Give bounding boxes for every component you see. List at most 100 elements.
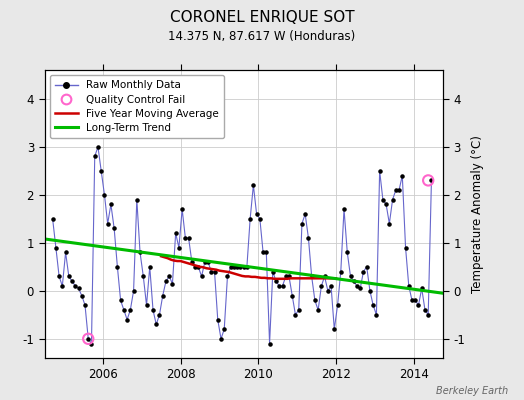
Point [210,268,219,275]
Point [55,273,63,280]
Point [168,280,177,287]
Point [107,201,115,208]
Point [64,273,73,280]
Point [269,268,277,275]
Point [249,182,258,188]
Text: CORONEL ENRIQUE SOT: CORONEL ENRIQUE SOT [170,10,354,25]
Text: 14.375 N, 87.617 W (Honduras): 14.375 N, 87.617 W (Honduras) [168,30,356,43]
Point [256,216,264,222]
Point [353,283,361,289]
Point [184,235,193,241]
Point [171,230,180,236]
Point [291,312,300,318]
Point [71,283,80,289]
Point [191,264,199,270]
Point [61,249,70,256]
Text: Berkeley Earth: Berkeley Earth [436,386,508,396]
Point [91,153,99,160]
Point [220,326,228,332]
Point [204,259,212,265]
Point [395,187,403,193]
Point [233,264,242,270]
Point [372,312,380,318]
Point [146,264,154,270]
Point [162,278,170,284]
Point [253,211,261,217]
Point [243,264,251,270]
Point [317,283,325,289]
Point [68,278,76,284]
Point [97,168,105,174]
Point [330,326,339,332]
Point [88,340,96,347]
Point [110,225,118,232]
Point [94,144,102,150]
Point [363,264,371,270]
Legend: Raw Monthly Data, Quality Control Fail, Five Year Moving Average, Long-Term Tren: Raw Monthly Data, Quality Control Fail, … [50,75,224,138]
Point [239,264,248,270]
Point [207,268,215,275]
Point [223,273,232,280]
Point [285,273,293,280]
Point [126,307,135,313]
Point [129,288,138,294]
Point [100,192,108,198]
Point [359,268,368,275]
Point [198,273,206,280]
Point [78,292,86,299]
Point [411,297,420,304]
Point [327,283,335,289]
Point [230,264,238,270]
Point [379,196,387,203]
Point [281,273,290,280]
Point [181,235,190,241]
Point [52,244,60,251]
Point [288,292,297,299]
Point [272,278,280,284]
Point [188,259,196,265]
Point [343,249,352,256]
Point [178,206,187,212]
Point [155,312,163,318]
Point [414,302,423,308]
Point [294,307,303,313]
Point [424,177,432,184]
Point [149,307,157,313]
Point [165,273,173,280]
Point [340,206,348,212]
Point [391,187,400,193]
Point [311,297,319,304]
Point [418,285,426,292]
Point [174,244,183,251]
Point [217,336,225,342]
Point [265,340,274,347]
Point [275,283,283,289]
Point [139,273,147,280]
Point [201,259,209,265]
Point [385,220,394,227]
Point [81,302,89,308]
Point [388,196,397,203]
Point [84,336,92,342]
Point [376,168,384,174]
Point [236,264,245,270]
Point [304,235,313,241]
Point [350,278,358,284]
Point [408,297,416,304]
Point [74,285,83,292]
Point [382,201,390,208]
Point [298,220,306,227]
Point [278,283,287,289]
Point [346,273,355,280]
Point [401,244,410,251]
Point [84,336,92,342]
Point [314,307,322,313]
Point [324,288,332,294]
Y-axis label: Temperature Anomaly (°C): Temperature Anomaly (°C) [471,135,484,293]
Point [48,216,57,222]
Point [119,307,128,313]
Point [116,297,125,304]
Point [336,268,345,275]
Point [214,316,222,323]
Point [152,321,160,328]
